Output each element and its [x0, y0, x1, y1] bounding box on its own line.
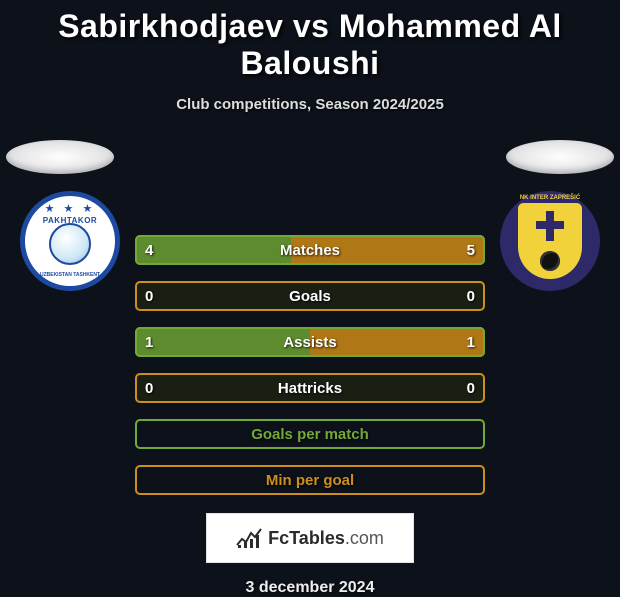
stat-value-right: 0: [467, 288, 475, 305]
club-logo-left: ★ ★ ★ PAKHTAKOR UZBEKISTAN TASHKENT: [20, 191, 120, 291]
stat-label: Hattricks: [278, 380, 342, 397]
club-left-name: PAKHTAKOR: [43, 216, 97, 225]
club-left-sub: UZBEKISTAN TASHKENT: [40, 272, 100, 278]
stat-bar: 0 0 Hattricks: [135, 373, 485, 403]
brand-light: .com: [345, 528, 384, 548]
football-icon: [540, 251, 560, 271]
brand-text: FcTables.com: [268, 528, 384, 549]
shield-icon: [518, 203, 582, 279]
stat-bar: Goals per match: [135, 419, 485, 449]
comparison-stage: ★ ★ ★ PAKHTAKOR UZBEKISTAN TASHKENT NK I…: [0, 135, 620, 495]
cross-icon: [536, 221, 564, 229]
stat-label: Matches: [280, 242, 340, 259]
cotton-ball-icon: [49, 223, 91, 265]
date: 3 december 2024: [0, 579, 620, 597]
title-player2: Mohammed Al Baloushi: [240, 8, 561, 81]
stat-value-left: 0: [145, 288, 153, 305]
player1-head-placeholder: [6, 140, 114, 174]
stars-icon: ★ ★ ★: [45, 202, 96, 215]
title-player1: Sabirkhodjaev: [58, 8, 283, 44]
brand-bold: FcTables: [268, 528, 345, 548]
stat-bar: Min per goal: [135, 465, 485, 495]
stat-bar: 4 5 Matches: [135, 235, 485, 265]
title-vs: vs: [293, 8, 330, 44]
stat-bar: 1 1 Assists: [135, 327, 485, 357]
stat-label: Min per goal: [266, 472, 354, 489]
club-logo-right: NK INTER ZAPREŠIĆ: [500, 191, 600, 291]
stat-label: Goals: [289, 288, 331, 305]
fctables-logo-icon: [236, 527, 262, 549]
stat-bars-container: 4 5 Matches 0 0 Goals 1 1 Assists 0 0 Hattricks Goal…: [135, 235, 485, 495]
stat-label: Assists: [283, 334, 336, 351]
stat-value-left: 4: [145, 242, 153, 259]
stat-label: Goals per match: [251, 426, 369, 443]
brand-box: FcTables.com: [206, 513, 414, 563]
subtitle: Club competitions, Season 2024/2025: [0, 96, 620, 113]
comparison-title: Sabirkhodjaev vs Mohammed Al Baloushi: [0, 0, 620, 82]
stat-value-left: 0: [145, 380, 153, 397]
player2-head-placeholder: [506, 140, 614, 174]
stat-bar: 0 0 Goals: [135, 281, 485, 311]
club-right-name: NK INTER ZAPREŠIĆ: [500, 195, 600, 201]
stat-value-right: 0: [467, 380, 475, 397]
stat-value-right: 1: [467, 334, 475, 351]
stat-value-left: 1: [145, 334, 153, 351]
stat-value-right: 5: [467, 242, 475, 259]
